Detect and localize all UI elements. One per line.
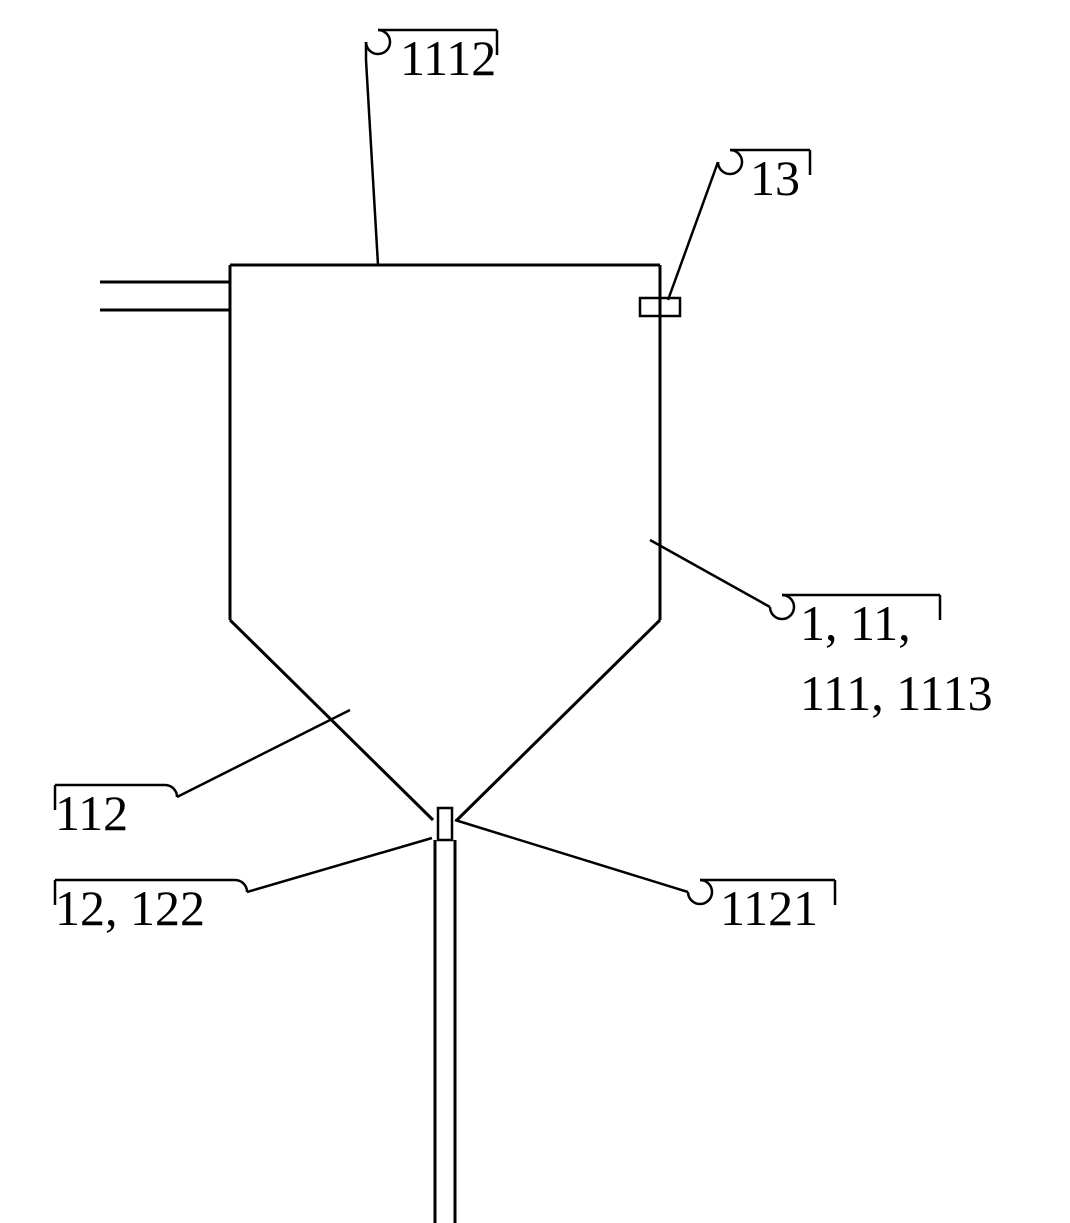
label-1112: 1112 xyxy=(400,30,496,86)
drawing-labels: 1112 13 1, 11, 111, 1113 112 12, 122 1121 xyxy=(55,30,993,936)
label-1121: 1121 xyxy=(720,880,818,936)
label-13: 13 xyxy=(750,150,800,206)
label-111-1113: 111, 1113 xyxy=(800,665,993,721)
label-12-122: 12, 122 xyxy=(55,880,205,936)
label-112: 112 xyxy=(55,785,128,841)
label-1-11: 1, 11, xyxy=(800,595,911,651)
